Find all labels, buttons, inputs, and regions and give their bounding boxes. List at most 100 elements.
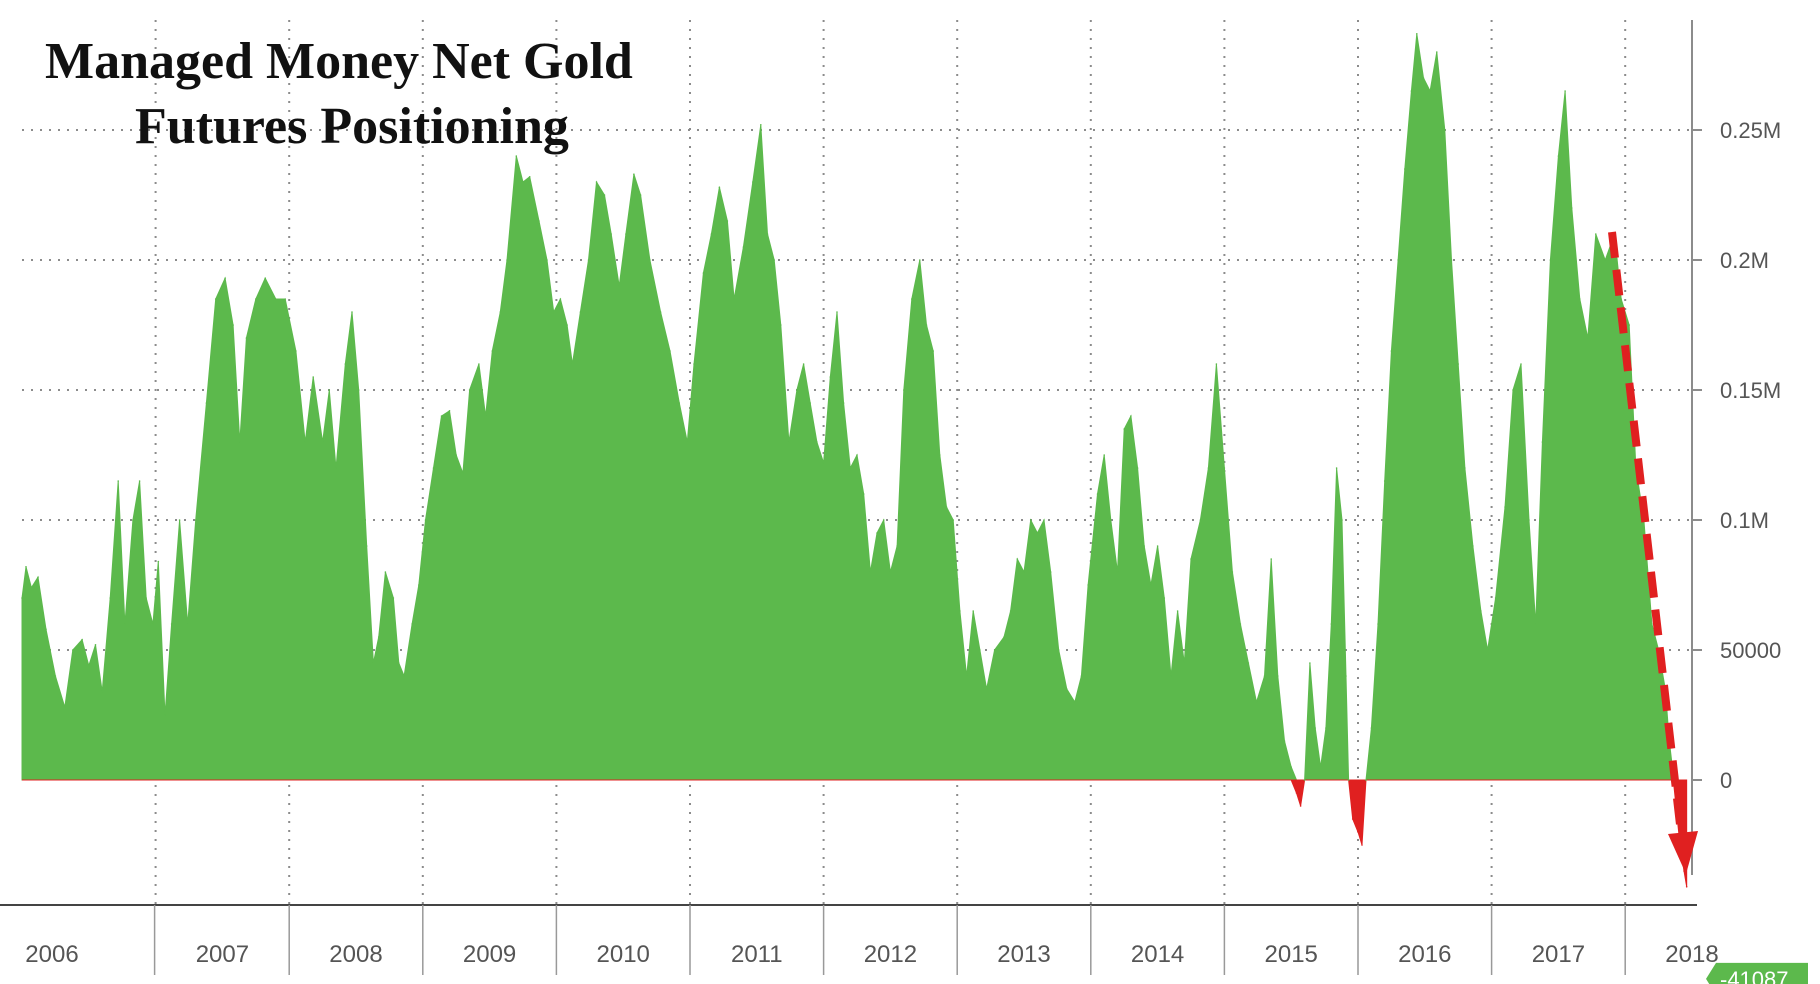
data-point <box>1223 467 1226 469</box>
data-point <box>1457 363 1459 365</box>
x-tick-label: 2012 <box>864 941 917 968</box>
data-point <box>88 664 90 667</box>
x-tick-label: 2009 <box>463 941 516 968</box>
data-point <box>255 298 257 300</box>
data-point <box>1057 649 1060 651</box>
data-point <box>903 389 905 391</box>
data-point <box>1156 545 1159 547</box>
data-point <box>559 298 562 300</box>
data-point <box>124 623 126 625</box>
y-tick-label: 0.1M <box>1720 508 1769 533</box>
data-point <box>157 560 160 563</box>
data-point <box>37 576 39 578</box>
data-point <box>81 638 83 641</box>
data-point <box>809 402 811 404</box>
data-point <box>669 350 671 352</box>
data-point <box>392 597 395 599</box>
data-point <box>659 311 662 313</box>
data-point <box>448 410 451 412</box>
data-point <box>1163 597 1166 599</box>
data-point <box>1136 467 1139 469</box>
data-point <box>344 363 347 365</box>
data-point <box>1351 818 1354 820</box>
data-point <box>1247 662 1250 664</box>
data-point <box>1314 727 1316 729</box>
last-value-badge <box>1706 962 1808 984</box>
data-point <box>1023 571 1025 573</box>
data-point <box>275 298 277 300</box>
data-point <box>25 566 27 568</box>
annotations: -41087 <box>1608 231 1808 984</box>
chart-title-line-2: Futures Positioning <box>135 98 569 155</box>
data-point <box>1295 792 1298 794</box>
data-point <box>1541 441 1544 443</box>
data-point <box>1283 740 1286 742</box>
data-point <box>1429 90 1431 92</box>
data-point <box>773 259 775 261</box>
data-point <box>678 402 681 404</box>
data-point <box>1390 350 1393 352</box>
data-point <box>595 181 598 183</box>
data-point <box>1620 298 1622 300</box>
data-point <box>939 454 941 456</box>
data-point <box>54 675 57 677</box>
data-point <box>1299 805 1302 807</box>
data-point <box>403 675 405 677</box>
data-point <box>1066 688 1068 690</box>
data-point <box>649 259 651 261</box>
data-point <box>1345 675 1347 677</box>
data-point <box>1029 519 1032 521</box>
x-tick-label: 2008 <box>329 941 382 968</box>
data-point <box>710 233 713 235</box>
data-point <box>1604 259 1606 261</box>
data-point <box>1444 129 1446 131</box>
data-point <box>945 506 948 508</box>
data-point <box>972 610 974 612</box>
y-tick-label: 0.15M <box>1720 378 1781 403</box>
data-point <box>1512 389 1514 391</box>
data-point <box>64 706 66 708</box>
data-point <box>335 467 337 469</box>
x-tick-label: 2014 <box>1131 941 1184 968</box>
data-point <box>1534 623 1537 625</box>
data-point <box>1564 90 1566 92</box>
data-point <box>328 389 331 391</box>
data-point <box>1303 779 1306 781</box>
data-point <box>284 298 287 300</box>
data-point <box>1049 571 1052 573</box>
data-point <box>1486 649 1489 651</box>
data-point <box>742 246 745 248</box>
data-point <box>462 472 464 475</box>
data-point <box>1520 363 1522 365</box>
data-point <box>1183 662 1186 664</box>
data-point <box>1231 571 1234 573</box>
data-point <box>965 675 968 677</box>
y-tick-label: 0.25M <box>1720 118 1781 143</box>
data-point <box>1383 480 1386 482</box>
data-point <box>1579 298 1581 300</box>
data-point <box>232 324 234 326</box>
data-point <box>959 610 961 612</box>
data-point <box>1595 233 1597 235</box>
data-point <box>882 519 885 521</box>
data-point <box>1277 675 1279 677</box>
data-point <box>1309 662 1311 664</box>
data-point <box>1130 415 1132 417</box>
data-point <box>264 277 267 280</box>
data-point <box>94 644 97 646</box>
data-point <box>869 571 872 573</box>
data-point <box>760 124 762 126</box>
data-point <box>411 623 413 625</box>
data-point <box>312 376 315 378</box>
data-point <box>398 662 400 664</box>
data-point <box>205 402 208 404</box>
data-point <box>145 597 147 599</box>
data-point <box>985 688 988 690</box>
data-point <box>552 311 555 313</box>
last-value-label: -41087 <box>1720 967 1789 984</box>
axes: 0.25M 0.2M 0.15M 0.1M 50000 0 2006 2007 2008 2009… <box>0 20 1781 975</box>
x-tick-label: 2018 <box>1665 941 1718 968</box>
data-point <box>1043 519 1045 521</box>
data-point <box>1480 610 1482 612</box>
data-point <box>491 350 494 352</box>
